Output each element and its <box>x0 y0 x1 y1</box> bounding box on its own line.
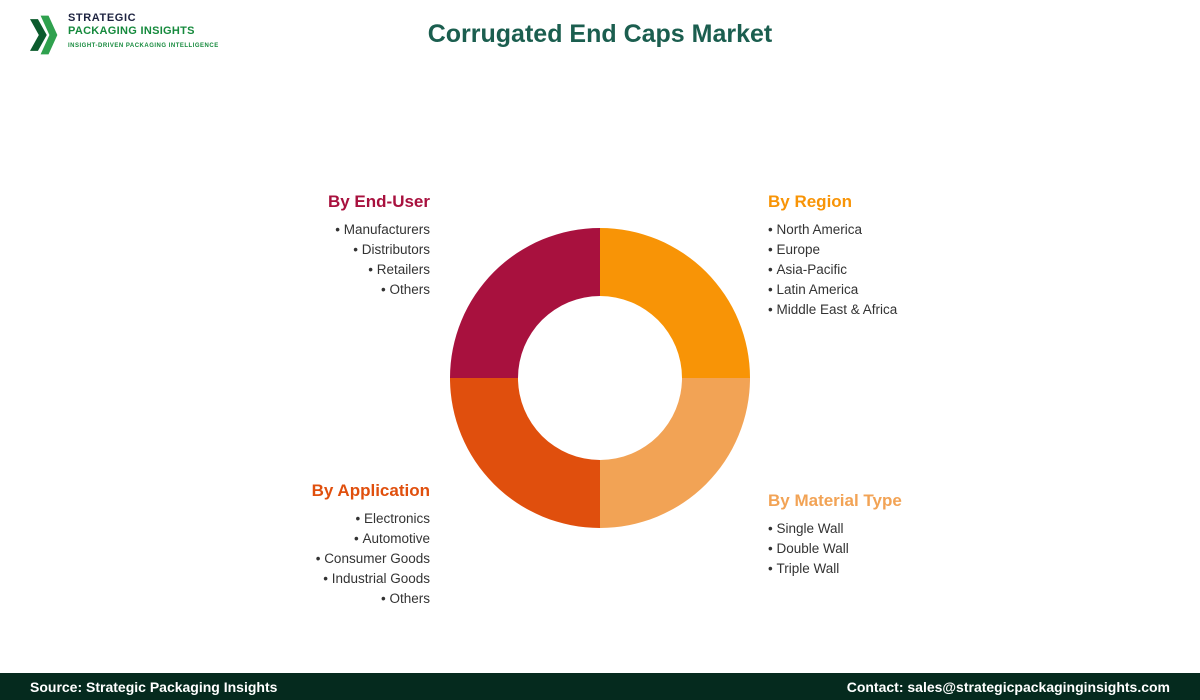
segment-heading: By Application <box>311 481 430 500</box>
page-title: Corrugated End Caps Market <box>427 20 773 48</box>
donut-segment-end-user <box>450 228 600 378</box>
segment-heading: By Material Type <box>768 491 902 510</box>
list-item: Single Wall <box>768 519 1008 539</box>
footer-source: Source: Strategic Packaging Insights <box>30 678 278 695</box>
footer-bar: Source: Strategic Packaging Insights Con… <box>0 673 1200 700</box>
segment-group-region: By Region North America Europe Asia-Paci… <box>768 192 1008 320</box>
segment-list: Manufacturers Distributors Retailers Oth… <box>190 220 430 300</box>
list-item: Latin America <box>768 280 1008 300</box>
list-item: Automotive <box>180 529 430 549</box>
segment-group-application: By Application Electronics Automotive Co… <box>180 481 430 609</box>
list-item: Europe <box>768 240 1008 260</box>
list-item: Triple Wall <box>768 559 1008 579</box>
brand-logo: STRATEGIC PACKAGING INSIGHTS INSIGHT-DRI… <box>30 12 219 58</box>
segment-list: Electronics Automotive Consumer Goods In… <box>180 509 430 609</box>
donut-chart <box>450 228 750 528</box>
logo-text: STRATEGIC PACKAGING INSIGHTS INSIGHT-DRI… <box>68 12 219 49</box>
list-item: Middle East & Africa <box>768 300 1008 320</box>
list-item: Distributors <box>190 240 430 260</box>
donut-segment-material-type <box>600 378 750 528</box>
list-item: Retailers <box>190 260 430 280</box>
donut-segment-application <box>450 378 600 528</box>
segment-list: Single Wall Double Wall Triple Wall <box>768 519 1008 579</box>
list-item: Consumer Goods <box>180 549 430 569</box>
footer-contact: Contact: sales@strategicpackaginginsight… <box>846 678 1170 695</box>
list-item: Electronics <box>180 509 430 529</box>
segment-heading: By End-User <box>327 192 430 211</box>
segment-list: North America Europe Asia-Pacific Latin … <box>768 220 1008 320</box>
logo-line1: STRATEGIC <box>68 12 137 24</box>
donut-segment-region <box>600 228 750 378</box>
list-item: Asia-Pacific <box>768 260 1008 280</box>
segment-group-end-user: By End-User Manufacturers Distributors R… <box>190 192 430 300</box>
segment-group-material-type: By Material Type Single Wall Double Wall… <box>768 491 1008 579</box>
double-chevron-right-icon <box>30 15 58 55</box>
list-item: Industrial Goods <box>180 569 430 589</box>
list-item: Manufacturers <box>190 220 430 240</box>
logo-tagline: INSIGHT-DRIVEN PACKAGING INTELLIGENCE <box>68 43 219 49</box>
list-item: Double Wall <box>768 539 1008 559</box>
list-item: Others <box>190 280 430 300</box>
list-item: North America <box>768 220 1008 240</box>
list-item: Others <box>180 589 430 609</box>
segment-heading: By Region <box>768 192 853 211</box>
logo-line2: PACKAGING INSIGHTS <box>68 25 195 37</box>
